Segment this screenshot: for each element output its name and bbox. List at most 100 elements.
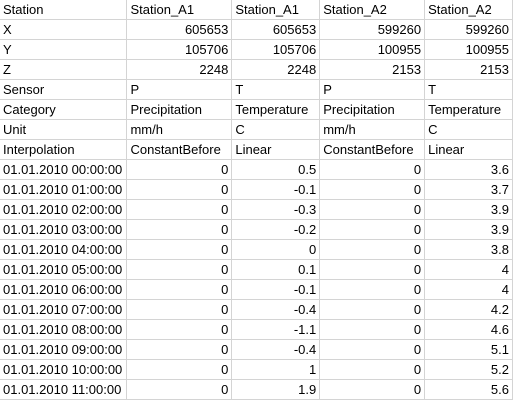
cell[interactable]: C xyxy=(231,119,321,140)
cell[interactable]: Category xyxy=(0,99,128,120)
cell[interactable]: Station_A2 xyxy=(319,0,426,20)
cell[interactable]: ConstantBefore xyxy=(319,139,426,160)
cell[interactable]: P xyxy=(319,79,426,100)
cell[interactable]: 2248 xyxy=(231,59,321,80)
cell[interactable]: 01.01.2010 03:00:00 xyxy=(0,219,128,240)
cell[interactable]: 3.9 xyxy=(424,199,513,220)
cell[interactable]: Temperature xyxy=(424,99,513,120)
cell[interactable]: 01.01.2010 02:00:00 xyxy=(0,199,128,220)
cell[interactable]: 01.01.2010 08:00:00 xyxy=(0,319,128,340)
cell[interactable]: Station_A1 xyxy=(231,0,321,20)
cell[interactable]: 0 xyxy=(319,159,426,180)
cell[interactable]: 0 xyxy=(319,339,426,360)
cell[interactable]: 01.01.2010 09:00:00 xyxy=(0,339,128,360)
cell[interactable]: 3.7 xyxy=(424,179,513,200)
cell[interactable]: 0 xyxy=(126,359,233,380)
cell[interactable]: 0 xyxy=(126,299,233,320)
cell[interactable]: 3.9 xyxy=(424,219,513,240)
cell[interactable]: Unit xyxy=(0,119,128,140)
cell[interactable]: Linear xyxy=(424,139,513,160)
cell[interactable]: Z xyxy=(0,59,128,80)
cell[interactable]: Y xyxy=(0,39,128,60)
cell[interactable]: T xyxy=(231,79,321,100)
cell[interactable]: 0 xyxy=(319,259,426,280)
cell[interactable]: 0 xyxy=(126,159,233,180)
cell[interactable]: P xyxy=(126,79,233,100)
cell[interactable]: 0 xyxy=(126,279,233,300)
cell[interactable]: 01.01.2010 11:00:00 xyxy=(0,379,128,400)
cell[interactable]: X xyxy=(0,19,128,40)
cell[interactable]: 01.01.2010 01:00:00 xyxy=(0,179,128,200)
cell[interactable]: 3.8 xyxy=(424,239,513,260)
cell[interactable]: 0 xyxy=(319,179,426,200)
cell[interactable]: 0 xyxy=(319,219,426,240)
cell[interactable]: Station_A2 xyxy=(424,0,513,20)
cell[interactable]: C xyxy=(424,119,513,140)
cell[interactable]: Linear xyxy=(231,139,321,160)
cell[interactable]: -0.4 xyxy=(231,339,321,360)
cell[interactable]: 0.1 xyxy=(231,259,321,280)
cell[interactable]: Station_A1 xyxy=(126,0,233,20)
cell[interactable]: 0 xyxy=(126,239,233,260)
cell[interactable]: 5.2 xyxy=(424,359,513,380)
cell[interactable]: 5.6 xyxy=(424,379,513,400)
cell[interactable]: 0 xyxy=(231,239,321,260)
cell[interactable]: 4 xyxy=(424,259,513,280)
cell[interactable]: 4.2 xyxy=(424,299,513,320)
cell[interactable]: 100955 xyxy=(319,39,426,60)
cell[interactable]: 100955 xyxy=(424,39,513,60)
cell[interactable]: 599260 xyxy=(424,19,513,40)
cell[interactable]: 0 xyxy=(126,379,233,400)
cell[interactable]: -0.1 xyxy=(231,179,321,200)
cell[interactable]: 01.01.2010 04:00:00 xyxy=(0,239,128,260)
cell[interactable]: 105706 xyxy=(231,39,321,60)
cell[interactable]: Sensor xyxy=(0,79,128,100)
cell[interactable]: 0 xyxy=(126,339,233,360)
cell[interactable]: 599260 xyxy=(319,19,426,40)
cell[interactable]: 0 xyxy=(126,219,233,240)
cell[interactable]: ConstantBefore xyxy=(126,139,233,160)
cell[interactable]: Precipitation xyxy=(126,99,233,120)
cell[interactable]: 3.6 xyxy=(424,159,513,180)
cell[interactable]: 0 xyxy=(319,319,426,340)
cell[interactable]: 0 xyxy=(126,319,233,340)
cell[interactable]: -1.1 xyxy=(231,319,321,340)
cell[interactable]: -0.3 xyxy=(231,199,321,220)
cell[interactable]: 01.01.2010 00:00:00 xyxy=(0,159,128,180)
cell[interactable]: 0 xyxy=(319,359,426,380)
cell[interactable]: mm/h xyxy=(319,119,426,140)
cell[interactable]: 5.1 xyxy=(424,339,513,360)
cell[interactable]: Temperature xyxy=(231,99,321,120)
cell[interactable]: 1.9 xyxy=(231,379,321,400)
cell[interactable]: 0 xyxy=(126,199,233,220)
cell[interactable]: 0 xyxy=(319,239,426,260)
cell[interactable]: 0 xyxy=(319,279,426,300)
cell[interactable]: 0 xyxy=(126,259,233,280)
cell[interactable]: 1 xyxy=(231,359,321,380)
cell[interactable]: 2153 xyxy=(319,59,426,80)
cell[interactable]: 0 xyxy=(319,379,426,400)
cell[interactable]: 105706 xyxy=(126,39,233,60)
cell[interactable]: -0.4 xyxy=(231,299,321,320)
cell[interactable]: -0.1 xyxy=(231,279,321,300)
cell[interactable]: Precipitation xyxy=(319,99,426,120)
cell[interactable]: 4 xyxy=(424,279,513,300)
cell[interactable]: T xyxy=(424,79,513,100)
cell[interactable]: 605653 xyxy=(126,19,233,40)
cell[interactable]: 01.01.2010 10:00:00 xyxy=(0,359,128,380)
cell[interactable]: 01.01.2010 07:00:00 xyxy=(0,299,128,320)
cell[interactable]: 0 xyxy=(319,299,426,320)
cell[interactable]: 2248 xyxy=(126,59,233,80)
cell[interactable]: Station xyxy=(0,0,128,20)
cell[interactable]: 2153 xyxy=(424,59,513,80)
cell[interactable]: 605653 xyxy=(231,19,321,40)
cell[interactable]: 0 xyxy=(126,179,233,200)
cell[interactable]: 0 xyxy=(319,199,426,220)
cell[interactable]: 01.01.2010 06:00:00 xyxy=(0,279,128,300)
cell[interactable]: -0.2 xyxy=(231,219,321,240)
cell[interactable]: 01.01.2010 05:00:00 xyxy=(0,259,128,280)
cell[interactable]: 4.6 xyxy=(424,319,513,340)
cell[interactable]: Interpolation xyxy=(0,139,128,160)
cell[interactable]: mm/h xyxy=(126,119,233,140)
cell[interactable]: 0.5 xyxy=(231,159,321,180)
